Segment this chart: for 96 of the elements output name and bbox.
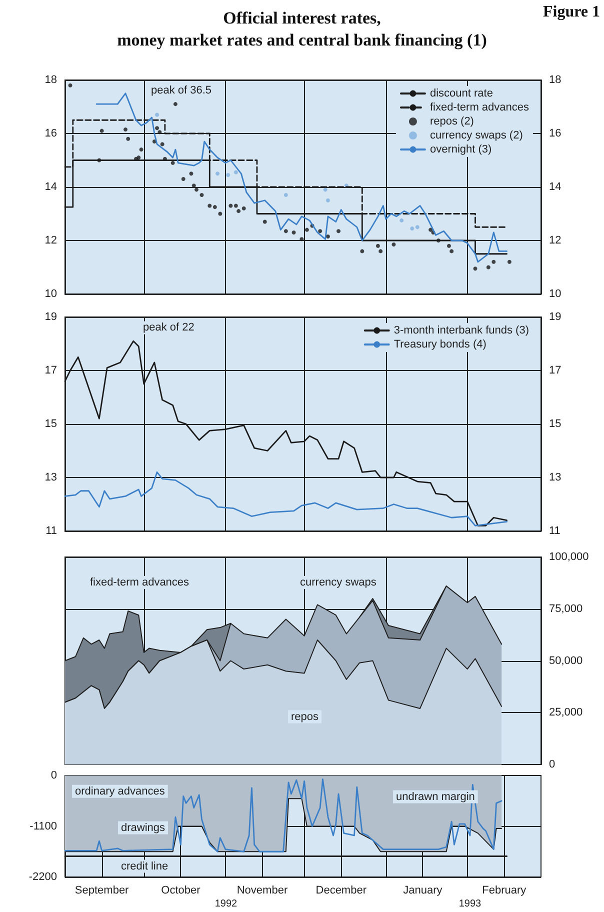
point xyxy=(360,249,364,254)
y-tick-label: 0 xyxy=(50,770,57,782)
point xyxy=(486,265,490,270)
point xyxy=(318,229,322,234)
annotation: ordinary advances xyxy=(75,785,166,798)
point xyxy=(378,249,383,254)
x-tick-label: December xyxy=(316,884,367,896)
annotation: repos xyxy=(291,710,320,723)
point xyxy=(212,205,217,210)
y-tick-label: 50,000 xyxy=(549,654,583,667)
x-tick-label: January xyxy=(403,884,443,896)
x-tick-label: October xyxy=(161,884,201,896)
point xyxy=(300,237,304,242)
point xyxy=(68,83,72,88)
point xyxy=(326,198,330,202)
y-tick-label: 100,000 xyxy=(549,551,589,563)
legend-label: discount rate xyxy=(430,88,493,100)
y-tick-label: 11 xyxy=(46,525,57,537)
point xyxy=(234,204,238,208)
legend-label: repos (2) xyxy=(430,116,474,128)
point xyxy=(473,266,478,271)
point xyxy=(170,160,175,165)
point xyxy=(376,244,380,248)
point xyxy=(428,228,433,232)
text: 1992 xyxy=(214,898,238,910)
point xyxy=(323,188,328,192)
annotation: peak of 22 xyxy=(143,322,194,334)
x-tick-label: November xyxy=(236,884,288,896)
point xyxy=(173,102,178,106)
point xyxy=(242,206,246,210)
line-series xyxy=(64,471,508,526)
point xyxy=(446,244,451,248)
y-tick-label: 17 xyxy=(44,364,57,376)
x-tick-label: September xyxy=(74,884,130,896)
y-tick-label: 13 xyxy=(44,472,57,484)
y-tick-label: 12 xyxy=(44,234,57,246)
point xyxy=(284,229,288,234)
y-tick-label: 19 xyxy=(44,311,57,323)
point xyxy=(181,176,186,181)
caption: Figure 1 xyxy=(542,4,600,20)
point xyxy=(160,142,164,146)
y-tick-label: -2200 xyxy=(28,871,57,883)
point xyxy=(226,172,230,177)
point xyxy=(189,172,194,176)
annotation: peak of 36.5 xyxy=(151,84,212,97)
point xyxy=(218,212,222,216)
point xyxy=(208,204,212,208)
point xyxy=(234,170,238,174)
legend-label: currency swaps (2) xyxy=(430,130,523,142)
point xyxy=(336,229,341,234)
point xyxy=(123,127,128,132)
x-tick-label: February xyxy=(482,884,527,896)
annotation: fixed-term advances xyxy=(90,576,190,589)
annotation: undrawn margin xyxy=(396,790,475,803)
chart-title: Official interest rates, money market rates and central bank financing (1) xyxy=(117,8,487,50)
annotation: currency swaps xyxy=(300,576,377,589)
point xyxy=(262,220,267,224)
point xyxy=(194,188,198,192)
y-tick-label: 0 xyxy=(549,758,556,770)
point xyxy=(304,228,309,232)
point xyxy=(292,230,296,234)
y-tick-label: 18 xyxy=(44,74,57,86)
y-tick-label: 15 xyxy=(44,418,57,430)
y-tick-label: 75,000 xyxy=(549,602,583,615)
point xyxy=(126,136,130,141)
point xyxy=(139,148,144,152)
point xyxy=(155,126,160,130)
y-tick-label: 10 xyxy=(44,288,57,300)
y-tick-label: -1100 xyxy=(30,820,57,832)
point xyxy=(200,193,204,198)
point xyxy=(155,112,160,117)
y-tick-label: 14 xyxy=(44,181,57,193)
point xyxy=(450,249,454,254)
point xyxy=(100,128,104,133)
point xyxy=(228,204,233,208)
y-tick-label: 16 xyxy=(44,128,57,140)
legend-label: overnight (3) xyxy=(430,144,492,156)
point xyxy=(492,260,496,264)
annotation: credit line xyxy=(121,860,168,872)
point xyxy=(326,234,330,238)
point xyxy=(415,225,420,230)
point xyxy=(392,242,396,247)
legend-label: 3-month interbank funds (3) xyxy=(394,324,530,336)
legend-label: Treasury bonds (4) xyxy=(394,338,486,350)
point xyxy=(400,218,404,222)
annotation: drawings xyxy=(121,822,166,834)
point xyxy=(410,226,414,230)
legend-label: fixed-term advances xyxy=(430,102,530,114)
point xyxy=(284,193,288,198)
point xyxy=(158,130,162,134)
point xyxy=(136,156,141,160)
point xyxy=(236,209,241,214)
point xyxy=(507,260,512,264)
text: 1993 xyxy=(458,898,482,910)
point xyxy=(216,172,220,176)
y-tick-label: 25,000 xyxy=(549,706,583,719)
